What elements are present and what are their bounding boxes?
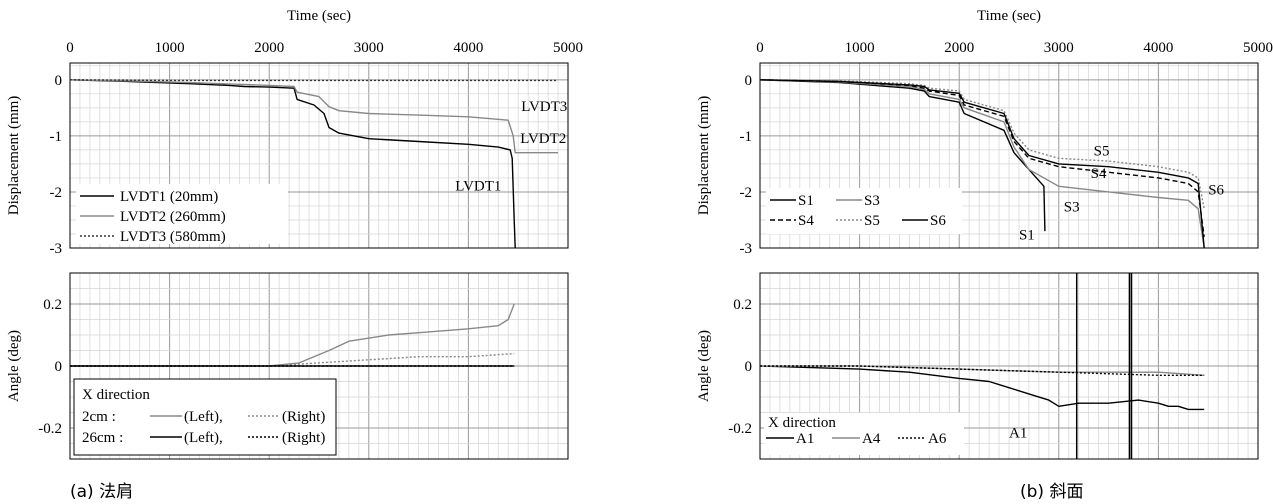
legend-box (73, 378, 337, 456)
series-line-s5 (759, 79, 1205, 209)
legend-label: LVDT1 (20mm) (120, 189, 218, 205)
annotation-label: S3 (1064, 200, 1080, 216)
x-tick-label: 3000 (1044, 40, 1074, 56)
y-tick-label: 0 (55, 359, 63, 375)
series-line-a1 (759, 365, 1205, 411)
x-axis-label: Time (sec) (287, 8, 351, 24)
y-axis-label: Displacement (mm) (6, 96, 22, 216)
panel-a-angle-chart: 0.2 0 -0.2 Angle (deg) X direction 2cm : (Left… (6, 272, 569, 460)
annotation-label: S4 (1091, 166, 1107, 182)
annotation-label: S1 (1019, 228, 1035, 244)
legend-label: (Left), (184, 409, 223, 425)
legend-row-prefix: 26cm : (82, 430, 123, 446)
y-tick-label: -2 (740, 185, 753, 201)
x-tick-label: 4000 (453, 40, 483, 56)
x-tick-label: 2000 (254, 40, 284, 56)
x-tick-label: 0 (66, 40, 74, 56)
plot-frame (759, 62, 1259, 249)
legend-label: A6 (928, 431, 947, 447)
legend-label: A1 (796, 431, 814, 447)
panel-a-displacement-chart: 0 -1 -2 -3 Displacement (mm) 0 1000 2000 3000 400… (6, 8, 583, 257)
y-tick-label: -1 (740, 129, 753, 145)
x-tick-label: 1000 (845, 40, 875, 56)
y-tick-label: 0 (55, 73, 63, 89)
annotation-label: A1 (1009, 425, 1027, 441)
y-tick-label: -0.2 (38, 421, 62, 437)
annotation-label: S6 (1208, 183, 1224, 199)
annotation-label: LVDT2 (520, 131, 566, 147)
y-tick-label: -2 (50, 185, 63, 201)
series-line-s3 (759, 79, 1205, 249)
legend-box (766, 188, 962, 234)
caption-b: (b) 斜面 (1020, 482, 1083, 502)
legend-label: A4 (862, 431, 881, 447)
legend-label: S6 (930, 213, 946, 229)
annotation-label: LVDT3 (521, 99, 567, 115)
x-tick-label: 5000 (553, 40, 583, 56)
series-line-s4 (759, 79, 1205, 237)
legend-label: S4 (798, 213, 814, 229)
series-line-lvdt1-20mm- (69, 79, 516, 249)
series-line-a6 (760, 365, 1205, 376)
plot-frame (69, 62, 569, 249)
y-axis-label: Displacement (mm) (696, 96, 712, 216)
y-tick-label: 0.2 (733, 297, 752, 313)
legend-label: LVDT2 (260mm) (120, 209, 226, 225)
legend-box (764, 413, 964, 455)
annotation-label: S5 (1094, 144, 1110, 160)
x-tick-label: 3000 (354, 40, 384, 56)
x-tick-label: 1000 (155, 40, 185, 56)
legend-title: X direction (768, 415, 836, 431)
series-line-lvdt3-580mm- (69, 79, 558, 82)
series-line-s1 (759, 79, 1046, 232)
legend-label: (Right) (282, 409, 325, 425)
legend-row-prefix: 2cm : (82, 409, 116, 425)
series-line-lvdt2-260mm- (69, 79, 558, 154)
x-tick-label: 4000 (1143, 40, 1173, 56)
panel-b-displacement-chart: 0 -1 -2 -3 Displacement (mm) 0 1000 2000 3000 400… (696, 8, 1273, 257)
legend-label: LVDT3 (580mm) (120, 229, 226, 245)
y-tick-label: 0.2 (43, 297, 62, 313)
legend-label: (Left), (184, 430, 223, 446)
x-axis-label: Time (sec) (977, 8, 1041, 24)
y-tick-label: -3 (50, 241, 63, 257)
y-tick-label: 0 (745, 359, 753, 375)
x-tick-label: 5000 (1243, 40, 1273, 56)
y-tick-label: 0 (745, 73, 753, 89)
legend-title: X direction (82, 387, 150, 403)
y-axis-label: Angle (deg) (696, 330, 712, 402)
legend-label: S5 (864, 213, 880, 229)
legend-box (76, 184, 288, 244)
series-line-s6 (759, 79, 1205, 249)
caption-a: (a) 法肩 (70, 482, 133, 502)
y-tick-label: -1 (50, 129, 63, 145)
y-tick-label: -0.2 (728, 421, 752, 437)
y-axis-label: Angle (deg) (6, 330, 22, 402)
legend-label: S3 (864, 193, 880, 209)
y-tick-label: -3 (740, 241, 753, 257)
legend-label: S1 (798, 193, 814, 209)
x-tick-label: 2000 (944, 40, 974, 56)
x-tick-label: 0 (756, 40, 764, 56)
annotation-label: LVDT1 (455, 179, 501, 195)
legend-label: (Right) (282, 430, 325, 446)
